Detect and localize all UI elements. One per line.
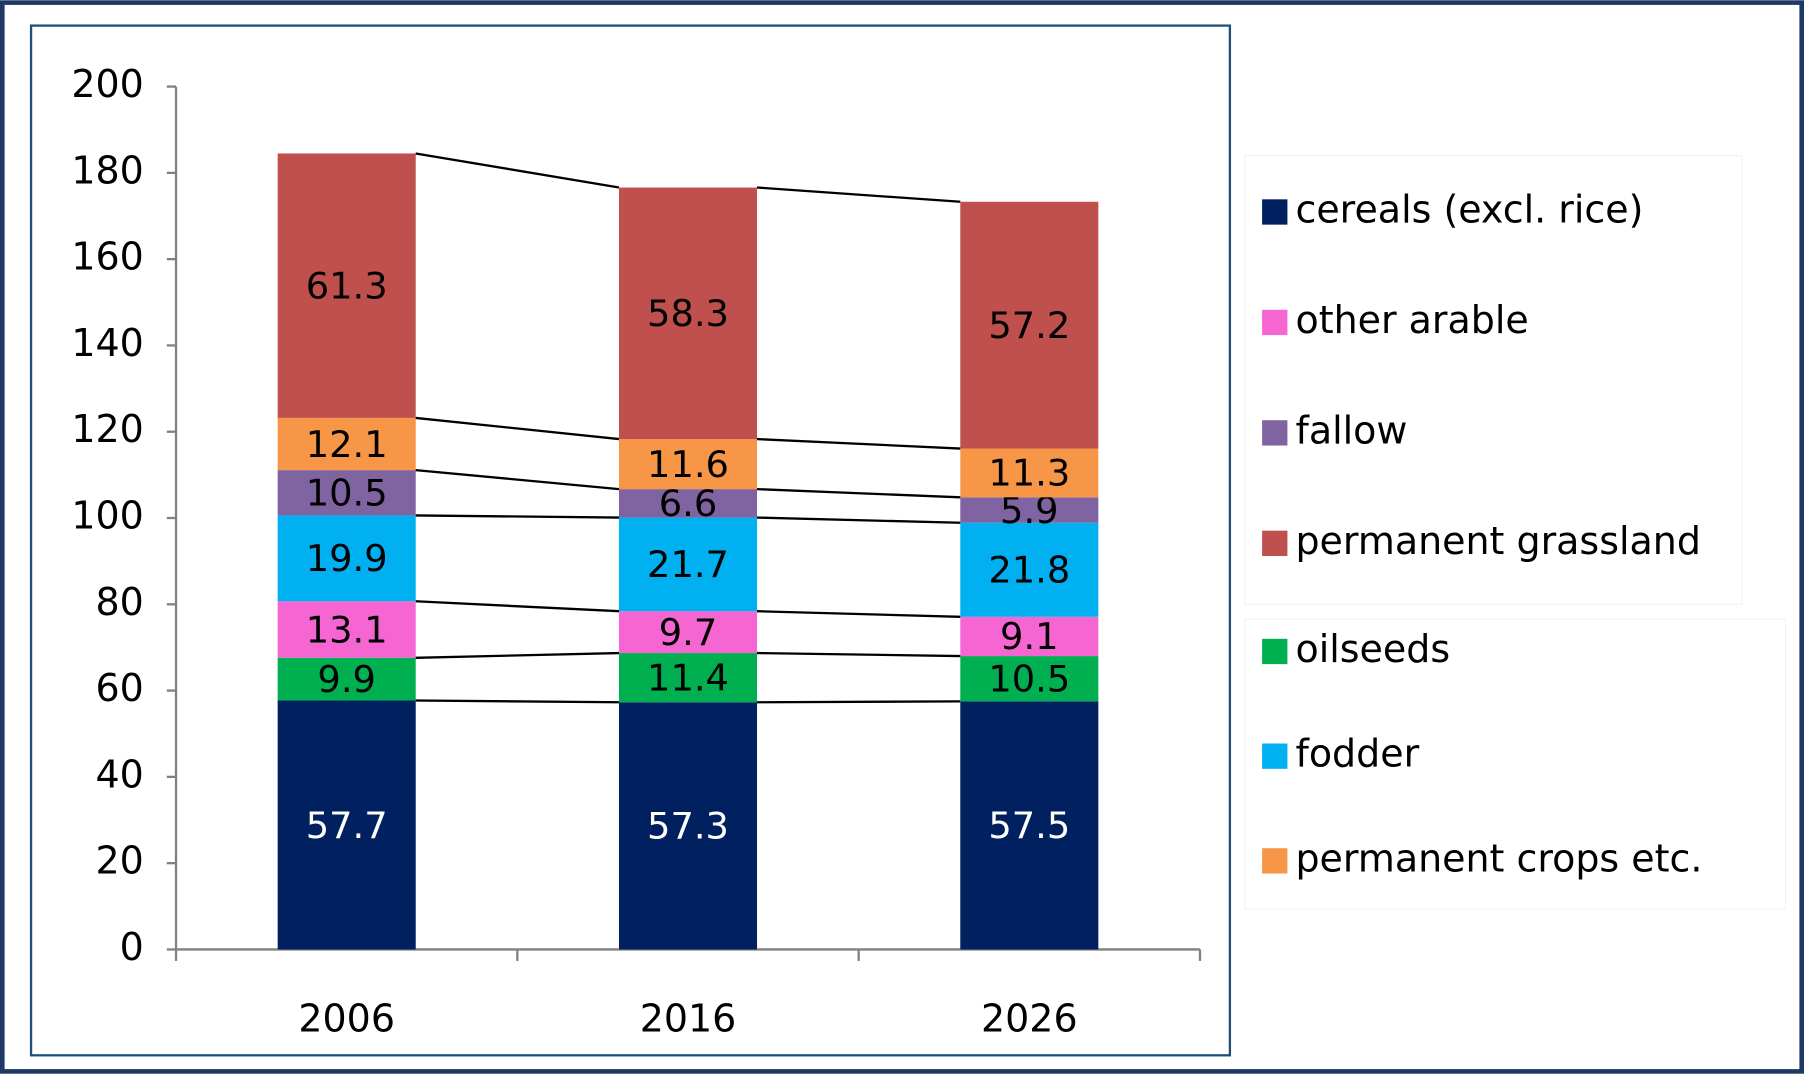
connector <box>757 610 961 618</box>
connector <box>757 651 961 658</box>
legend-label: cereals (excl. rice) <box>1295 187 1643 231</box>
x-tick-label: 2026 <box>981 996 1078 1040</box>
y-tick-label: 140 <box>71 321 143 365</box>
bar-segment <box>277 515 416 602</box>
y-tick-label: 20 <box>96 839 144 883</box>
data-label: 21.7 <box>647 543 729 586</box>
connector <box>757 700 961 704</box>
data-label: 9.9 <box>317 658 376 701</box>
data-label: 19.9 <box>306 537 388 580</box>
legend-box <box>1244 155 1743 605</box>
bar-segment <box>960 656 1099 702</box>
data-label: 9.1 <box>1000 615 1059 658</box>
legend-label: fallow <box>1295 408 1407 452</box>
connector <box>756 487 961 499</box>
legend-swatch <box>1262 309 1288 336</box>
connector <box>415 468 620 491</box>
legend-swatch <box>1262 530 1288 556</box>
bar-segment <box>277 700 416 950</box>
data-label: 9.7 <box>659 611 718 654</box>
data-label: 61.3 <box>306 264 388 307</box>
bar-segment <box>277 417 416 471</box>
legend-swatch <box>1262 743 1288 769</box>
bar-segment <box>618 489 758 518</box>
connector <box>415 600 620 613</box>
legend-swatch <box>1262 638 1288 665</box>
legend-swatch <box>1262 848 1288 874</box>
y-tick-label: 60 <box>96 666 144 710</box>
data-label: 21.8 <box>988 549 1070 592</box>
connector <box>415 699 619 704</box>
legend-label: oilseeds <box>1295 627 1450 671</box>
connector <box>756 186 961 203</box>
y-tick-label: 100 <box>71 494 143 538</box>
legend-label: fodder <box>1295 732 1419 776</box>
legend-label: permanent crops etc. <box>1295 836 1702 880</box>
bar-segment <box>960 448 1099 498</box>
data-label: 11.4 <box>647 656 729 699</box>
bar-segment <box>618 517 758 612</box>
data-label: 13.1 <box>306 608 388 651</box>
y-tick-label: 80 <box>96 580 144 624</box>
bar-segment <box>960 616 1099 657</box>
bar-segment <box>618 187 758 440</box>
legend-swatch <box>1262 199 1288 225</box>
bar-segment <box>277 601 416 658</box>
data-label: 57.5 <box>988 804 1070 847</box>
legend-label: other arable <box>1295 298 1528 342</box>
data-label: 11.3 <box>988 452 1070 495</box>
legend-box <box>1244 618 1787 910</box>
data-label: 58.3 <box>647 292 729 335</box>
y-tick-label: 200 <box>71 62 143 106</box>
bar-segment <box>618 702 758 950</box>
bar-segment <box>960 522 1099 617</box>
bar-segment <box>960 701 1099 950</box>
bar-segment <box>618 611 758 654</box>
x-tick-label: 2016 <box>640 996 737 1040</box>
legend-label: permanent grassland <box>1295 519 1700 563</box>
connector <box>415 416 620 441</box>
connector <box>415 152 620 189</box>
y-tick-label: 120 <box>71 407 143 451</box>
connector <box>756 437 961 450</box>
data-label: 6.6 <box>659 482 718 525</box>
data-label: 57.3 <box>647 805 729 848</box>
bar-segment <box>277 470 416 516</box>
bar-segment <box>960 497 1099 523</box>
bar-segment <box>277 657 416 701</box>
y-tick-label: 160 <box>71 235 143 279</box>
data-label: 12.1 <box>306 423 388 466</box>
y-tick-label: 40 <box>96 752 144 796</box>
data-label: 11.6 <box>647 443 729 486</box>
bar-segment <box>618 439 758 490</box>
y-tick-label: 180 <box>71 148 143 192</box>
connector <box>415 514 619 519</box>
connector <box>415 651 620 659</box>
x-tick-label: 2006 <box>298 996 395 1040</box>
data-label: 57.7 <box>306 804 388 847</box>
y-tick-label: 0 <box>120 925 144 969</box>
data-label: 57.2 <box>988 304 1070 347</box>
legend-swatch <box>1262 420 1288 446</box>
data-label: 10.5 <box>988 658 1070 701</box>
bar-segment <box>960 201 1099 449</box>
bar-segment <box>277 153 416 418</box>
data-label: 10.5 <box>306 472 388 515</box>
bar-segment <box>618 653 758 703</box>
connector <box>757 516 961 524</box>
